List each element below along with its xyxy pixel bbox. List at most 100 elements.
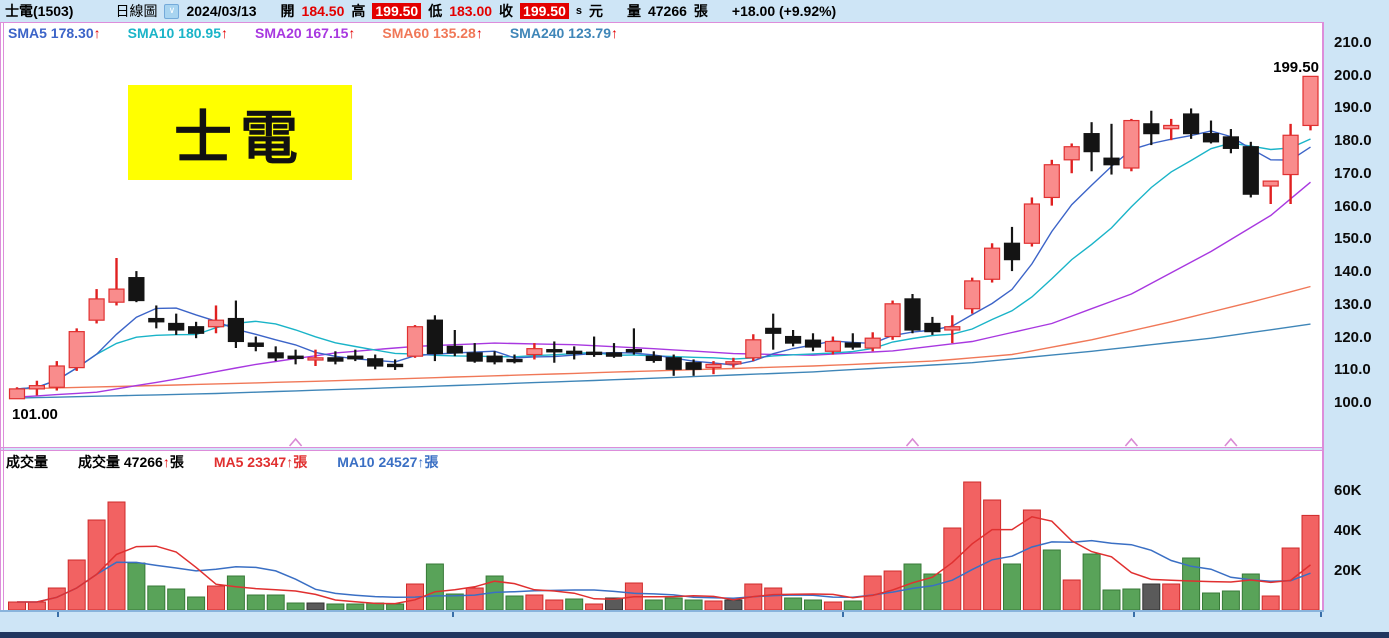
title-bar: 士電(1503) 日線圖 ∨ 2024/03/13 開 184.50 高 199… <box>0 0 1389 22</box>
panel-border-right <box>1322 22 1324 632</box>
price-tick-label: 210.0 <box>1334 34 1372 51</box>
candle-body <box>904 298 921 331</box>
event-marker-icon <box>288 437 303 447</box>
volume-panel-label: 成交量 <box>6 454 48 470</box>
volume-tick-label: 60K <box>1334 482 1362 499</box>
volume-bar <box>505 595 524 610</box>
volume-bar <box>1022 509 1041 610</box>
bottom-scroll-track[interactable] <box>0 632 1389 638</box>
volume-bar <box>286 602 305 610</box>
candle-body <box>327 357 344 362</box>
open-label: 開 <box>280 3 295 19</box>
candle-body <box>48 365 65 388</box>
volume-bar <box>923 573 942 610</box>
volume-bar <box>1082 553 1101 610</box>
sma-legend-item: SMA20 167.15↑ <box>255 25 356 41</box>
candle-body <box>307 357 324 361</box>
candle-body <box>765 327 782 334</box>
volume-ma10-line <box>17 539 1311 603</box>
volume-label: 量 <box>626 3 641 19</box>
volume-bar <box>87 519 106 610</box>
period-high-annotation: 199.50 <box>1273 59 1319 76</box>
candle-body <box>1123 119 1140 169</box>
volume-bars-layer <box>8 481 1320 610</box>
candle-body <box>705 363 722 369</box>
price-tick-label: 170.0 <box>1334 164 1372 182</box>
candle-body <box>944 326 961 331</box>
volume-bar <box>1261 595 1280 610</box>
candle-body <box>1163 124 1180 130</box>
candles-layer <box>8 75 1319 400</box>
date-value: 2024/03/13 <box>186 3 257 19</box>
stock-name: 士電(1503) <box>5 3 74 19</box>
volume-bar <box>1202 592 1220 610</box>
volume-bar <box>326 603 345 610</box>
volume-bar <box>1142 583 1161 610</box>
candle-body <box>924 322 941 333</box>
candle-body <box>148 317 165 323</box>
volume-bar <box>804 599 822 610</box>
candle-body <box>1282 134 1299 176</box>
candle-body <box>585 351 603 356</box>
volume-bar <box>1182 557 1201 610</box>
volume-bar <box>764 587 783 610</box>
price-tick-label: 130.0 <box>1334 295 1372 313</box>
candle-body <box>1103 157 1120 166</box>
close-label: 收 <box>499 3 514 19</box>
volume-bar <box>983 499 1002 610</box>
candlestick-plot[interactable] <box>0 23 1322 447</box>
candle-body <box>1182 113 1200 135</box>
candle-body <box>207 319 225 328</box>
period-low-annotation: 101.00 <box>12 406 58 423</box>
candle-body <box>725 361 742 365</box>
volume-bar <box>67 559 86 610</box>
candle-body <box>1043 164 1060 199</box>
candle-body <box>347 355 364 360</box>
volume-bar <box>784 597 803 610</box>
sma-legend-item: SMA10 180.95↑ <box>127 25 229 41</box>
candle-body <box>645 355 662 362</box>
price-tick-label: 160.0 <box>1334 197 1372 215</box>
sma-legend-item: SMA240 123.79↑ <box>509 25 619 41</box>
high-value: 199.50 <box>372 3 422 19</box>
volume-ma5-legend: MA5 23347↑張 <box>213 454 308 470</box>
sma-legend: SMA5 178.30↑ SMA10 180.95↑ SMA20 167.15↑ SM… <box>8 25 618 41</box>
candle-body <box>1003 242 1021 261</box>
candle-body <box>804 339 822 348</box>
candle-body <box>88 298 105 321</box>
volume-plot[interactable] <box>0 451 1322 610</box>
price-tick-label: 100.0 <box>1334 393 1372 411</box>
volume-bar <box>8 601 26 610</box>
volume-current: 成交量 47266↑張 <box>78 454 184 470</box>
candle-body <box>506 358 523 363</box>
panel-divider <box>0 447 1324 448</box>
price-tick-label: 120.0 <box>1334 328 1372 346</box>
sma60-line <box>16 285 1311 390</box>
candle-body <box>247 342 264 347</box>
candle-body <box>8 388 26 400</box>
sma20-line <box>16 181 1311 398</box>
volume-chart-panel[interactable] <box>0 451 1322 610</box>
volume-bar <box>207 585 225 610</box>
volume-unit: 張 <box>693 3 708 19</box>
candle-body <box>406 326 424 357</box>
sma-legend-item: SMA5 178.30↑ <box>8 25 101 41</box>
volume-bar <box>1281 547 1300 610</box>
candle-body <box>1023 203 1041 244</box>
candle-body <box>426 319 443 355</box>
candle-body <box>546 349 563 353</box>
axis-tick-mark <box>452 612 454 617</box>
volume-bar <box>1301 514 1320 610</box>
candle-body <box>108 288 125 303</box>
price-tick-label: 150.0 <box>1334 230 1372 248</box>
candle-body <box>367 358 384 367</box>
volume-bar <box>863 575 882 610</box>
candle-body <box>526 348 543 356</box>
volume-bar <box>545 599 564 610</box>
candle-body <box>486 355 503 363</box>
stock-name-watermark: 士電 <box>128 85 352 180</box>
volume-bar <box>1003 563 1021 610</box>
chart-type-dropdown-icon[interactable]: ∨ <box>164 3 180 19</box>
close-value: 199.50 <box>520 3 569 19</box>
